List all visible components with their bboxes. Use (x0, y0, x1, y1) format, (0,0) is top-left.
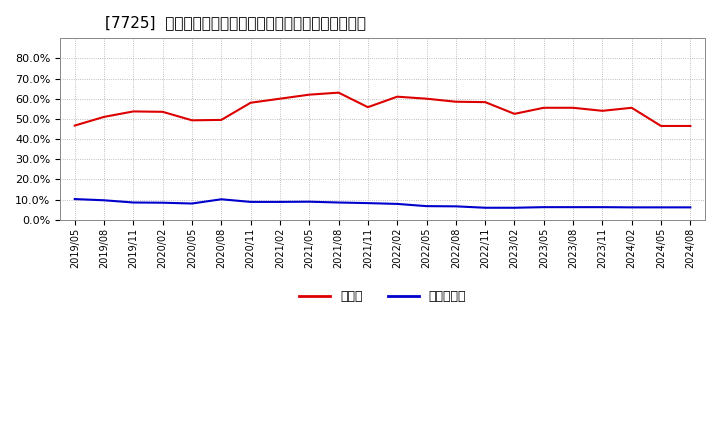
Legend: 現預金, 有利子負債: 現預金, 有利子負債 (294, 285, 472, 308)
Text: [7725]  現預金、有利子負債の総資産に対する比率の推移: [7725] 現預金、有利子負債の総資産に対する比率の推移 (105, 15, 366, 30)
